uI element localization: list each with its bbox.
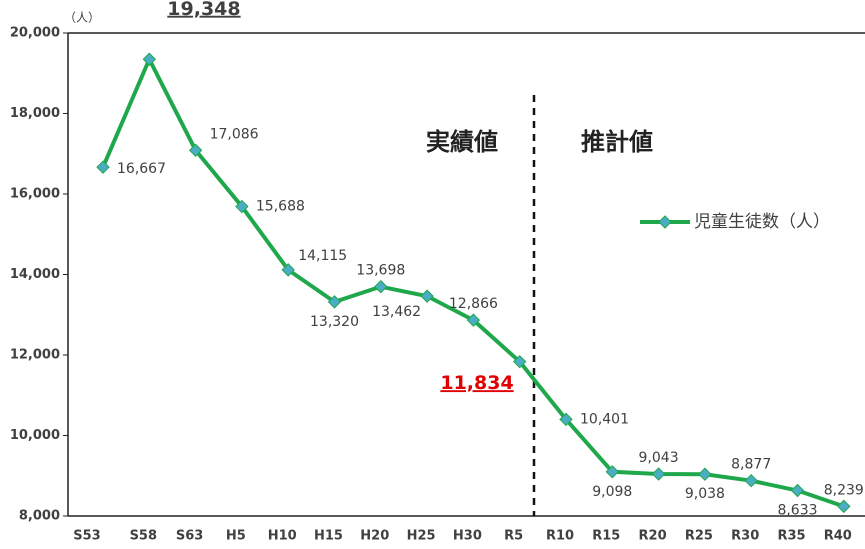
data-label: 8,877: [731, 457, 771, 473]
y-tick-label: 20,000: [10, 26, 60, 41]
x-tick-label: S53: [73, 529, 100, 544]
marker: [698, 467, 712, 481]
marker: [512, 354, 527, 369]
y-tick-label: 12,000: [10, 348, 60, 363]
y-tick-label: 14,000: [10, 267, 60, 282]
x-tick-label: H10: [268, 529, 297, 544]
marker: [96, 160, 110, 174]
data-label: 11,834: [440, 372, 513, 394]
marker: [559, 412, 573, 427]
data-label: 13,698: [356, 263, 405, 279]
x-tick-label: R5: [504, 529, 523, 544]
legend-label: 児童生徒数（人）: [694, 212, 830, 232]
x-tick-label: R20: [639, 529, 667, 544]
data-label: 13,320: [310, 314, 359, 330]
marker: [188, 143, 203, 157]
marker: [420, 289, 434, 303]
marker: [790, 483, 805, 498]
x-tick-label: R30: [731, 529, 759, 544]
annotation: 実績値: [426, 128, 498, 156]
marker: [374, 279, 388, 294]
data-label: 8,239: [824, 482, 864, 498]
y-tick-label: 8,000: [19, 509, 60, 524]
marker: [605, 465, 620, 479]
x-tick-label: R25: [685, 529, 713, 544]
x-tick-label: H30: [453, 529, 482, 544]
x-tick-label: H20: [360, 529, 389, 544]
x-tick-label: S58: [130, 529, 157, 544]
data-label: 9,038: [685, 486, 725, 502]
marker: [837, 499, 851, 514]
x-tick-label: R40: [824, 529, 852, 544]
data-label: 16,667: [117, 161, 166, 177]
x-tick-label: H25: [407, 529, 436, 544]
marker: [235, 199, 249, 214]
y-tick-label: 18,000: [10, 106, 60, 121]
data-label: 10,401: [580, 411, 629, 427]
marker: [327, 295, 342, 309]
x-tick-label: S63: [176, 529, 203, 544]
x-tick-label: R10: [546, 529, 574, 544]
data-label: 15,688: [256, 199, 305, 215]
marker: [142, 52, 157, 66]
marker: [466, 313, 481, 327]
marker: [651, 467, 666, 481]
marker: [744, 473, 758, 488]
data-label: 19,348: [167, 0, 240, 20]
x-tick-label: R15: [592, 529, 620, 544]
x-tick-label: H5: [226, 529, 246, 544]
x-tick-label: R35: [777, 529, 805, 544]
data-label: 14,115: [298, 248, 347, 264]
data-label: 17,086: [210, 126, 259, 142]
data-label: 8,633: [777, 503, 817, 519]
x-tick-label: H15: [314, 529, 343, 544]
data-label: 9,043: [639, 450, 679, 466]
data-label: 12,866: [449, 296, 498, 312]
data-label: 9,098: [592, 484, 632, 500]
annotation: 推計値: [581, 128, 653, 156]
marker: [281, 263, 295, 277]
y-tick-label: 16,000: [10, 187, 60, 202]
y-tick-label: 10,000: [10, 428, 60, 443]
legend-marker: [658, 215, 672, 229]
y-unit: （人）: [64, 11, 100, 25]
data-label: 13,462: [372, 304, 421, 320]
